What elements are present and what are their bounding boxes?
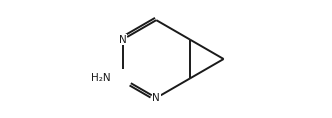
Text: N: N	[152, 93, 160, 103]
Text: N: N	[119, 35, 126, 45]
Text: H₂N: H₂N	[91, 73, 111, 83]
